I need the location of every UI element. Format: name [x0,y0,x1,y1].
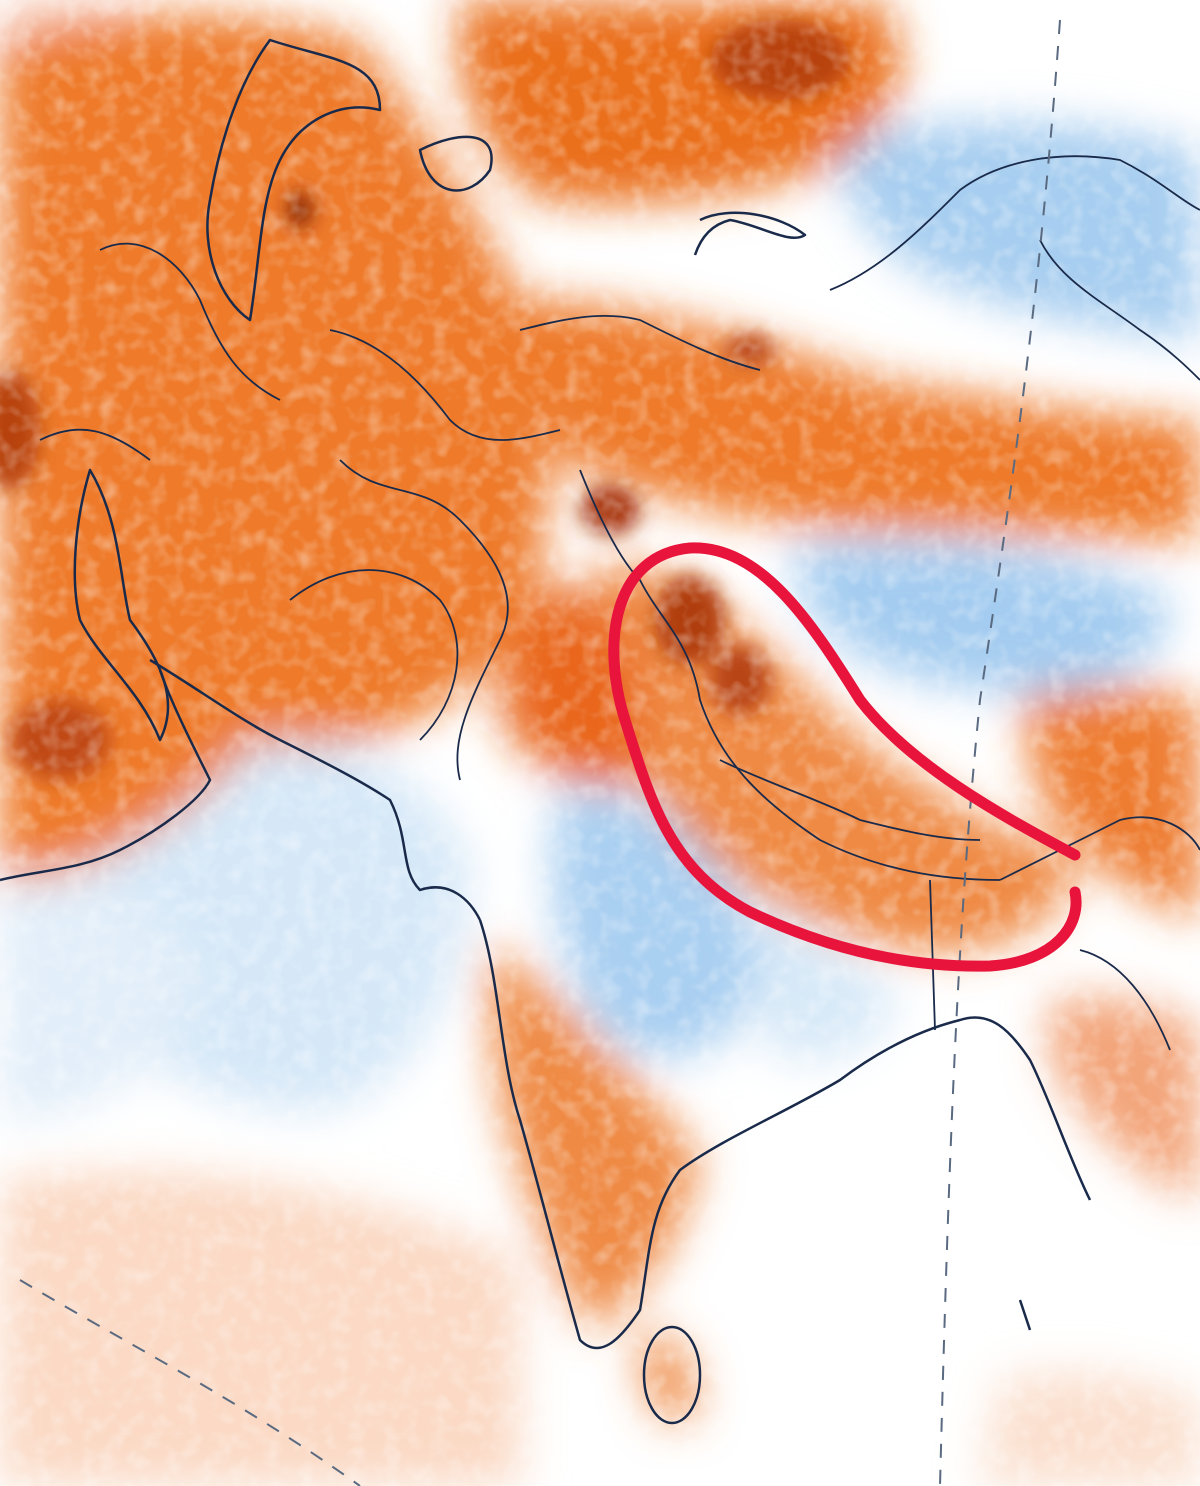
coastlines [0,38,1092,1425]
grid-boundaries [19,19,1061,1486]
highlight-loop [608,542,1082,972]
country-borders [39,155,1200,1051]
